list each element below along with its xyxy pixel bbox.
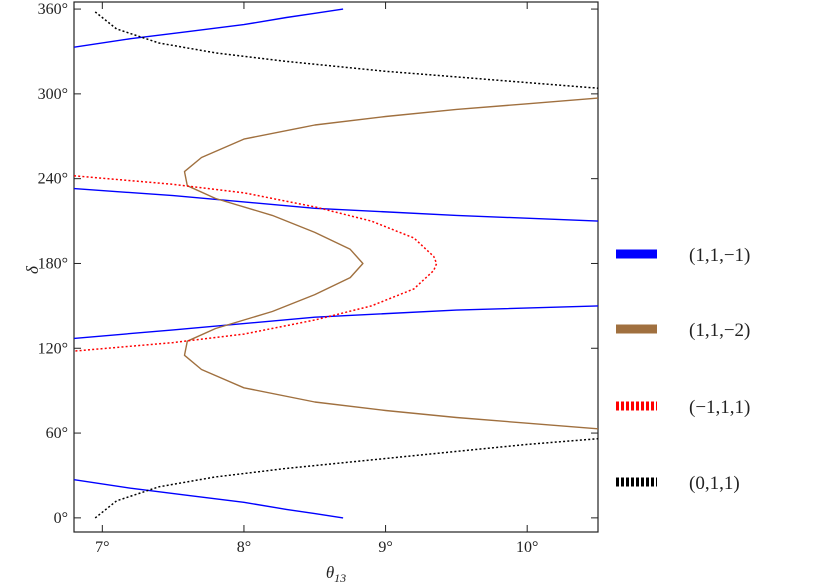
legend-label-3: (0,1,1) [689,473,740,494]
x-axis-title-main: θ [326,563,334,582]
legend-label-2: (−1,1,1) [689,397,750,418]
x-axis-title-subscript: 13 [334,571,346,584]
series-3-line-0 [94,11,598,89]
y-tick-label-5: 300° [38,86,68,103]
x-tick-label-0: 7° [95,539,109,556]
series-layer [74,8,598,519]
legend-label-1: (1,1,−2) [689,320,750,341]
series-0-line-1 [74,187,598,222]
series-0-line-0 [74,8,344,48]
series-0-line-3 [74,479,344,519]
series-0-line-2 [74,305,598,340]
x-axis-title: θ13 [326,563,346,584]
legend-label-0: (1,1,−1) [689,245,750,266]
x-tick-label-3: 10° [516,539,538,556]
axis-ticks: 7° 8° 9° 10° 0° 60° 120° 180° 240° 300° 360° [38,1,598,556]
y-tick-label-1: 60° [46,425,68,442]
series-3-line-1 [94,437,598,519]
x-tick-label-1: 8° [237,539,251,556]
y-tick-label-6: 360° [38,1,68,18]
y-tick-label-4: 240° [38,171,68,188]
y-tick-label-2: 120° [38,340,68,357]
x-tick-label-2: 9° [378,539,392,556]
series-1-line-0 [183,97,598,430]
y-tick-label-0: 0° [54,510,68,527]
series-2-line-0 [74,175,438,352]
y-tick-label-3: 180° [38,255,68,272]
plot-frame [73,1,599,533]
y-axis-title: δ [23,265,42,274]
legend: (1,1,−1) (1,1,−2) (−1,1,1) (0,1,1) [616,245,750,494]
